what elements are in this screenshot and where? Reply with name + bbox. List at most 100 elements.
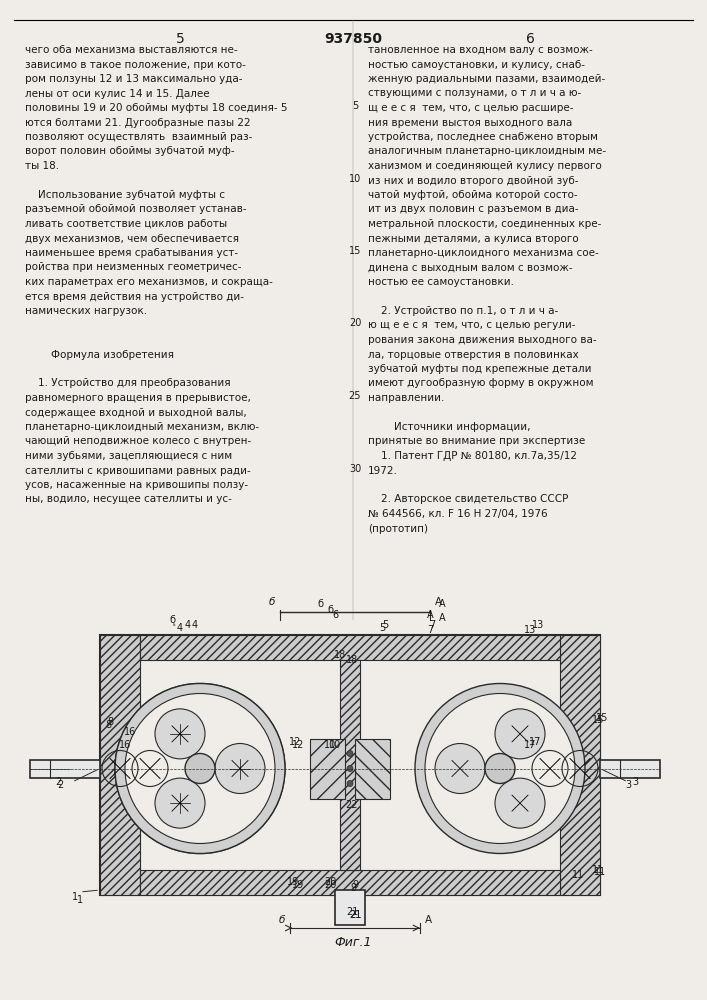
Bar — [140, 635, 560, 660]
Text: 15: 15 — [596, 713, 608, 723]
Circle shape — [415, 684, 585, 854]
Text: 5: 5 — [379, 623, 385, 633]
Circle shape — [347, 780, 353, 786]
Text: б: б — [279, 915, 285, 925]
Text: чего оба механизма выставляются не-: чего оба механизма выставляются не- — [25, 45, 238, 55]
Text: б: б — [327, 605, 333, 615]
Text: 2: 2 — [57, 780, 63, 790]
Circle shape — [155, 709, 205, 759]
Text: имеют дугообразную форму в окружном: имеют дугообразную форму в окружном — [368, 378, 593, 388]
Text: аналогичным планетарно-циклоидным ме-: аналогичным планетарно-циклоидным ме- — [368, 146, 606, 156]
Circle shape — [495, 709, 545, 759]
Circle shape — [435, 744, 485, 794]
Text: 3: 3 — [625, 780, 631, 790]
Text: 13: 13 — [524, 625, 536, 635]
Circle shape — [155, 778, 205, 828]
Text: сателлиты с кривошипами равных ради-: сателлиты с кривошипами равных ради- — [25, 466, 251, 476]
Bar — [310, 738, 345, 798]
Circle shape — [185, 754, 215, 784]
Text: 7: 7 — [429, 620, 435, 630]
Text: 10: 10 — [349, 174, 361, 184]
Text: 25: 25 — [349, 391, 361, 401]
Text: ты 18.: ты 18. — [25, 161, 59, 171]
Text: чатой муфтой, обойма которой состо-: чатой муфтой, обойма которой состо- — [368, 190, 578, 200]
Circle shape — [425, 694, 575, 844]
Text: 15: 15 — [592, 715, 604, 725]
Text: 11: 11 — [572, 870, 584, 880]
Text: ностью самоустановки, и кулису, снаб-: ностью самоустановки, и кулису, снаб- — [368, 60, 585, 70]
Text: щ е е с я  тем, что, с целью расшире-: щ е е с я тем, что, с целью расшире- — [368, 103, 573, 113]
Text: 5: 5 — [175, 32, 185, 46]
Text: ла, торцовые отверстия в половинках: ла, торцовые отверстия в половинках — [368, 350, 579, 360]
Text: двух механизмов, чем обеспечивается: двух механизмов, чем обеспечивается — [25, 233, 239, 243]
Text: лены от оси кулис 14 и 15. Далее: лены от оси кулис 14 и 15. Далее — [25, 89, 209, 99]
Text: б: б — [169, 615, 175, 625]
Text: 8: 8 — [105, 720, 111, 730]
Text: ются болтами 21. Дугообразные пазы 22: ются болтами 21. Дугообразные пазы 22 — [25, 117, 250, 128]
Text: 30: 30 — [349, 464, 361, 474]
Text: 4: 4 — [177, 623, 183, 633]
Text: А: А — [434, 597, 442, 607]
Text: равномерного вращения в прерывистое,: равномерного вращения в прерывистое, — [25, 393, 251, 403]
Text: ется время действия на устройство ди-: ется время действия на устройство ди- — [25, 292, 244, 302]
Text: 19: 19 — [292, 880, 304, 890]
Text: планетарно-циклоидный механизм, вклю-: планетарно-циклоидный механизм, вклю- — [25, 422, 259, 432]
Text: № 644566, кл. F 16 H 27/04, 1976: № 644566, кл. F 16 H 27/04, 1976 — [368, 509, 548, 519]
Text: чающий неподвижное колесо с внутрен-: чающий неподвижное колесо с внутрен- — [25, 436, 251, 446]
Text: направлении.: направлении. — [368, 393, 445, 403]
Bar — [140, 870, 560, 895]
Text: 1: 1 — [77, 895, 83, 905]
Text: рования закона движения выходного ва-: рования закона движения выходного ва- — [368, 335, 597, 345]
Text: намических нагрузок.: намических нагрузок. — [25, 306, 147, 316]
Text: ром ползуны 12 и 13 максимально уда-: ром ползуны 12 и 13 максимально уда- — [25, 74, 243, 84]
Text: ит из двух половин с разъемом в диа-: ит из двух половин с разъемом в диа- — [368, 205, 578, 215]
Text: 18: 18 — [346, 655, 358, 665]
Text: ворот половин обоймы зубчатой муф-: ворот половин обоймы зубчатой муф- — [25, 146, 235, 156]
Text: 2. Устройство по п.1, о т л и ч а-: 2. Устройство по п.1, о т л и ч а- — [368, 306, 559, 316]
Text: 20: 20 — [324, 880, 337, 890]
Text: 20: 20 — [349, 318, 361, 328]
Text: принятые во внимание при экспертизе: принятые во внимание при экспертизе — [368, 436, 585, 446]
Text: зубчатой муфты под крепежные детали: зубчатой муфты под крепежные детали — [368, 364, 592, 374]
Text: ливать соответствие циклов работы: ливать соответствие циклов работы — [25, 219, 227, 229]
Text: Формула изобретения: Формула изобретения — [25, 350, 174, 360]
Text: 17: 17 — [529, 737, 541, 747]
Text: А: А — [438, 599, 445, 609]
Text: 6: 6 — [525, 32, 534, 46]
Text: ствующими с ползунами, о т л и ч а ю-: ствующими с ползунами, о т л и ч а ю- — [368, 89, 581, 99]
Bar — [100, 635, 140, 895]
Text: наименьшее время срабатывания уст-: наименьшее время срабатывания уст- — [25, 248, 238, 258]
Text: 21: 21 — [349, 910, 361, 920]
Text: 1. Устройство для преобразования: 1. Устройство для преобразования — [25, 378, 230, 388]
Text: 5: 5 — [352, 101, 358, 111]
Text: 1: 1 — [72, 892, 78, 902]
Bar — [560, 635, 600, 895]
Circle shape — [495, 778, 545, 828]
Text: 4: 4 — [185, 620, 191, 630]
Text: планетарно-циклоидного механизма сое-: планетарно-циклоидного механизма сое- — [368, 248, 599, 258]
Text: тановленное на входном валу с возмож-: тановленное на входном валу с возмож- — [368, 45, 592, 55]
Text: из них и водило второго двойной зуб-: из них и водило второго двойной зуб- — [368, 176, 578, 186]
Text: ройства при неизменных геометричес-: ройства при неизменных геометричес- — [25, 262, 242, 272]
Text: 9: 9 — [350, 883, 356, 893]
Text: содержащее входной и выходной валы,: содержащее входной и выходной валы, — [25, 408, 247, 418]
Text: А: А — [427, 610, 433, 620]
Text: 5: 5 — [382, 620, 388, 630]
Text: 2: 2 — [55, 777, 61, 787]
Text: 3: 3 — [632, 777, 638, 787]
Text: 17: 17 — [524, 740, 536, 750]
Text: 16: 16 — [124, 727, 136, 737]
Text: б: б — [269, 597, 275, 607]
Bar — [600, 760, 660, 778]
Text: ких параметрах его механизмов, и сокраща-: ких параметрах его механизмов, и сокраща… — [25, 277, 273, 287]
Text: 10: 10 — [324, 740, 336, 750]
Text: зависимо в такое положение, при кото-: зависимо в такое положение, при кото- — [25, 60, 246, 70]
Text: 1972.: 1972. — [368, 466, 398, 476]
Text: женную радиальными пазами, взаимодей-: женную радиальными пазами, взаимодей- — [368, 74, 605, 84]
Bar — [340, 660, 360, 870]
Text: ны, водило, несущее сателлиты и ус-: ны, водило, несущее сателлиты и ус- — [25, 494, 232, 504]
Text: ностью ее самоустановки.: ностью ее самоустановки. — [368, 277, 514, 287]
Text: 2. Авторское свидетельство СССР: 2. Авторское свидетельство СССР — [368, 494, 568, 504]
Circle shape — [347, 750, 353, 756]
Text: Использование зубчатой муфты с: Использование зубчатой муфты с — [25, 190, 225, 200]
